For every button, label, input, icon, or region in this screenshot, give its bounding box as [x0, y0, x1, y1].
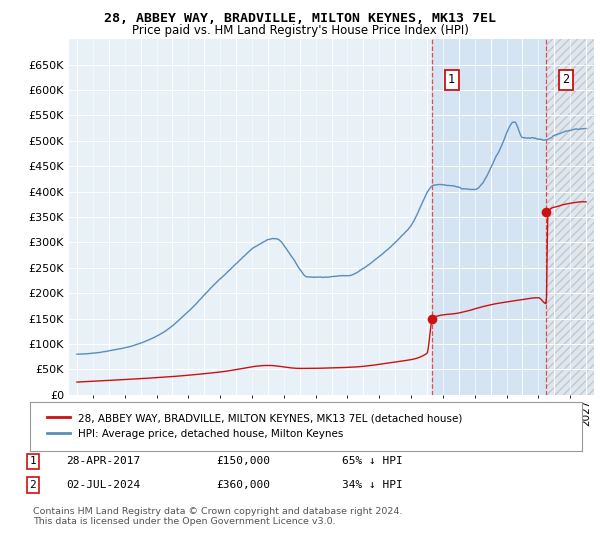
Text: 65% ↓ HPI: 65% ↓ HPI: [342, 456, 403, 466]
Text: 2: 2: [29, 480, 37, 490]
Text: £150,000: £150,000: [216, 456, 270, 466]
Text: 2: 2: [562, 73, 569, 86]
Bar: [432, 39, 546, 395]
Text: 28, ABBEY WAY, BRADVILLE, MILTON KEYNES, MK13 7EL: 28, ABBEY WAY, BRADVILLE, MILTON KEYNES,…: [104, 12, 496, 25]
Text: 1: 1: [448, 73, 455, 86]
Text: 1: 1: [29, 456, 37, 466]
Bar: [546, 39, 594, 395]
Text: 34% ↓ HPI: 34% ↓ HPI: [342, 480, 403, 490]
Text: £360,000: £360,000: [216, 480, 270, 490]
Legend: 28, ABBEY WAY, BRADVILLE, MILTON KEYNES, MK13 7EL (detached house), HPI: Average: 28, ABBEY WAY, BRADVILLE, MILTON KEYNES,…: [41, 407, 469, 445]
Text: Contains HM Land Registry data © Crown copyright and database right 2024.
This d: Contains HM Land Registry data © Crown c…: [33, 507, 403, 526]
Text: Price paid vs. HM Land Registry's House Price Index (HPI): Price paid vs. HM Land Registry's House …: [131, 24, 469, 37]
Text: 02-JUL-2024: 02-JUL-2024: [66, 480, 140, 490]
Text: 28-APR-2017: 28-APR-2017: [66, 456, 140, 466]
